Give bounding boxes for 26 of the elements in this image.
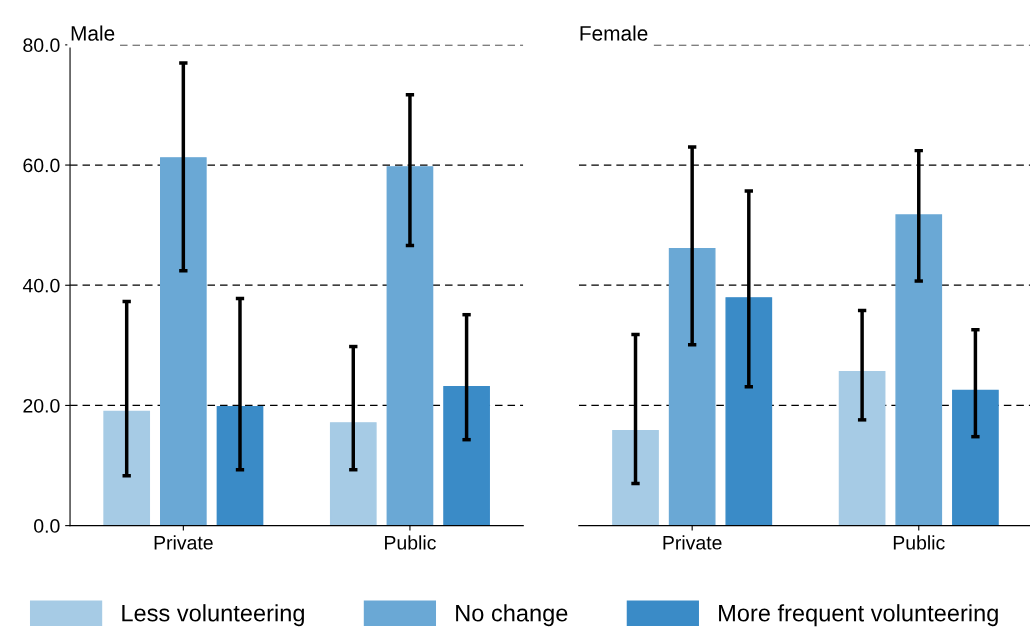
- y-tick-label: 60.0: [23, 158, 60, 173]
- x-tick-label: Private: [154, 535, 213, 550]
- y-tick-label: 20.0: [23, 398, 60, 413]
- x-tick-label: Public: [385, 535, 436, 550]
- bar: [103, 410, 151, 526]
- bar: [895, 214, 943, 526]
- legend-label: More frequent volunteering: [719, 604, 998, 627]
- x-tick-label: Public: [893, 535, 945, 550]
- y-tick-label: 40.0: [22, 278, 60, 293]
- bar: [952, 389, 999, 526]
- bar: [159, 157, 207, 526]
- x-tick-label: Private: [663, 535, 722, 550]
- bar: [216, 405, 264, 526]
- bar: [612, 429, 659, 526]
- bar: [443, 386, 490, 526]
- bar: [725, 297, 773, 526]
- bar: [386, 166, 434, 526]
- legend-label: Less volunteering: [122, 604, 304, 627]
- bar: [329, 422, 377, 526]
- y-tick-label: 0.0: [34, 519, 60, 533]
- bar: [838, 371, 886, 526]
- y-tick-label: 80.0: [23, 38, 60, 53]
- chart-title: Female: [580, 25, 648, 41]
- chart-title: Male: [71, 25, 115, 41]
- legend-label: No change: [456, 604, 568, 627]
- bar: [668, 247, 716, 526]
